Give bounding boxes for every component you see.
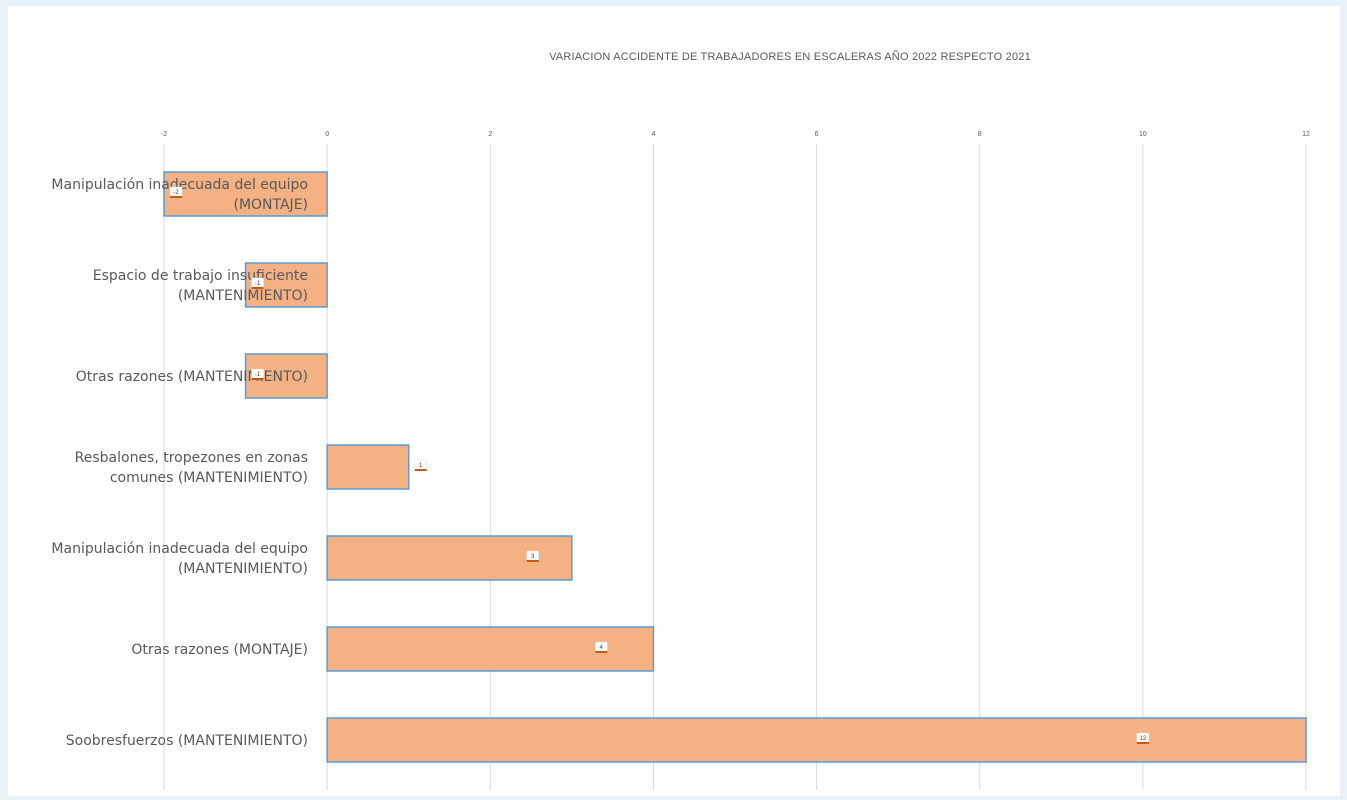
category-label: (MANTENIMIENTO): [178, 561, 308, 577]
category-label: Manipulación inadecuada del equipo: [51, 541, 308, 557]
x-tick-label: 8: [978, 131, 982, 138]
category-label: Resbalones, tropezones en zonas: [75, 450, 308, 466]
data-label: -1: [255, 281, 261, 287]
x-tick-label: 4: [651, 131, 655, 138]
x-tick-label: 0: [325, 131, 329, 138]
category-label: Espacio de trabajo insuficiente: [93, 268, 308, 284]
data-label: -1: [255, 372, 261, 378]
data-label: 3: [531, 554, 535, 560]
category-labels: Manipulación inadecuada del equipo (MONTA…: [51, 177, 308, 749]
category-label: Manipulación inadecuada del equipo: [51, 177, 308, 193]
bar: [326, 717, 1307, 763]
data-label: -2: [173, 190, 179, 196]
data-label: 4: [600, 645, 604, 651]
x-tick-label: 12: [1302, 131, 1310, 138]
x-axis-ticks: -2 0 2 4 6 8 10 12: [161, 131, 1310, 138]
data-label: 1: [419, 463, 423, 469]
x-tick-label: 2: [488, 131, 492, 138]
bar-chart: VARIACION ACCIDENTE DE TRABAJADORES EN E…: [51, 50, 1310, 790]
bar: [326, 626, 655, 672]
category-label: Otras razones (MONTAJE): [131, 642, 308, 658]
data-labels: -2 -1 -1 1 3 4 12: [169, 186, 1150, 744]
data-label: 12: [1140, 736, 1147, 742]
category-label: comunes (MANTENIMIENTO): [110, 470, 308, 486]
category-label: (MONTAJE): [233, 197, 308, 213]
x-tick-label: -2: [161, 131, 167, 138]
category-label: Soobresfuerzos (MANTENIMIENTO): [66, 733, 308, 749]
x-tick-label: 6: [815, 131, 819, 138]
bars: [163, 171, 1307, 763]
bar: [163, 171, 328, 217]
category-label: (MANTENIMIENTO): [178, 288, 308, 304]
grid-lines: [163, 144, 1307, 790]
chart-panel: VARIACION ACCIDENTE DE TRABAJADORES EN E…: [8, 6, 1340, 796]
bar: [244, 353, 328, 399]
bar: [326, 444, 410, 490]
chart-title: VARIACION ACCIDENTE DE TRABAJADORES EN E…: [549, 50, 1031, 63]
category-label: Otras razones (MANTENIMIENTO): [76, 369, 308, 385]
x-tick-label: 10: [1139, 131, 1147, 138]
